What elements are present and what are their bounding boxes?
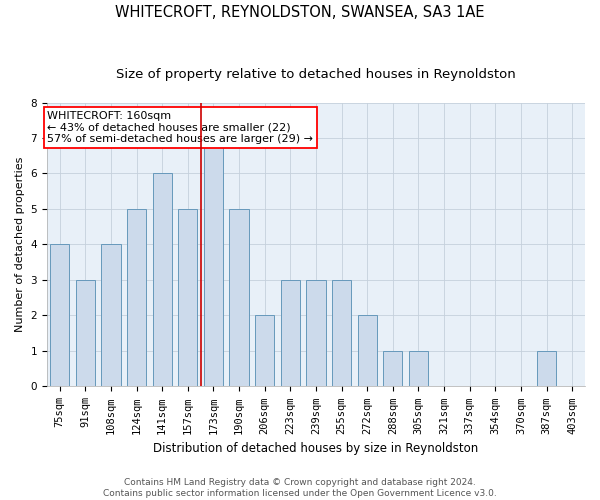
X-axis label: Distribution of detached houses by size in Reynoldston: Distribution of detached houses by size … bbox=[154, 442, 479, 455]
Bar bbox=[255, 316, 274, 386]
Bar bbox=[127, 209, 146, 386]
Bar bbox=[409, 351, 428, 386]
Bar bbox=[178, 209, 197, 386]
Bar bbox=[358, 316, 377, 386]
Bar bbox=[332, 280, 351, 386]
Bar bbox=[76, 280, 95, 386]
Bar bbox=[307, 280, 326, 386]
Bar bbox=[101, 244, 121, 386]
Bar bbox=[50, 244, 70, 386]
Title: Size of property relative to detached houses in Reynoldston: Size of property relative to detached ho… bbox=[116, 68, 516, 80]
Text: WHITECROFT, REYNOLDSTON, SWANSEA, SA3 1AE: WHITECROFT, REYNOLDSTON, SWANSEA, SA3 1A… bbox=[115, 5, 485, 20]
Bar bbox=[383, 351, 403, 386]
Y-axis label: Number of detached properties: Number of detached properties bbox=[15, 157, 25, 332]
Bar bbox=[281, 280, 300, 386]
Text: WHITECROFT: 160sqm
← 43% of detached houses are smaller (22)
57% of semi-detache: WHITECROFT: 160sqm ← 43% of detached hou… bbox=[47, 111, 313, 144]
Bar bbox=[229, 209, 248, 386]
Bar bbox=[537, 351, 556, 386]
Text: Contains HM Land Registry data © Crown copyright and database right 2024.
Contai: Contains HM Land Registry data © Crown c… bbox=[103, 478, 497, 498]
Bar bbox=[152, 174, 172, 386]
Bar bbox=[204, 138, 223, 386]
